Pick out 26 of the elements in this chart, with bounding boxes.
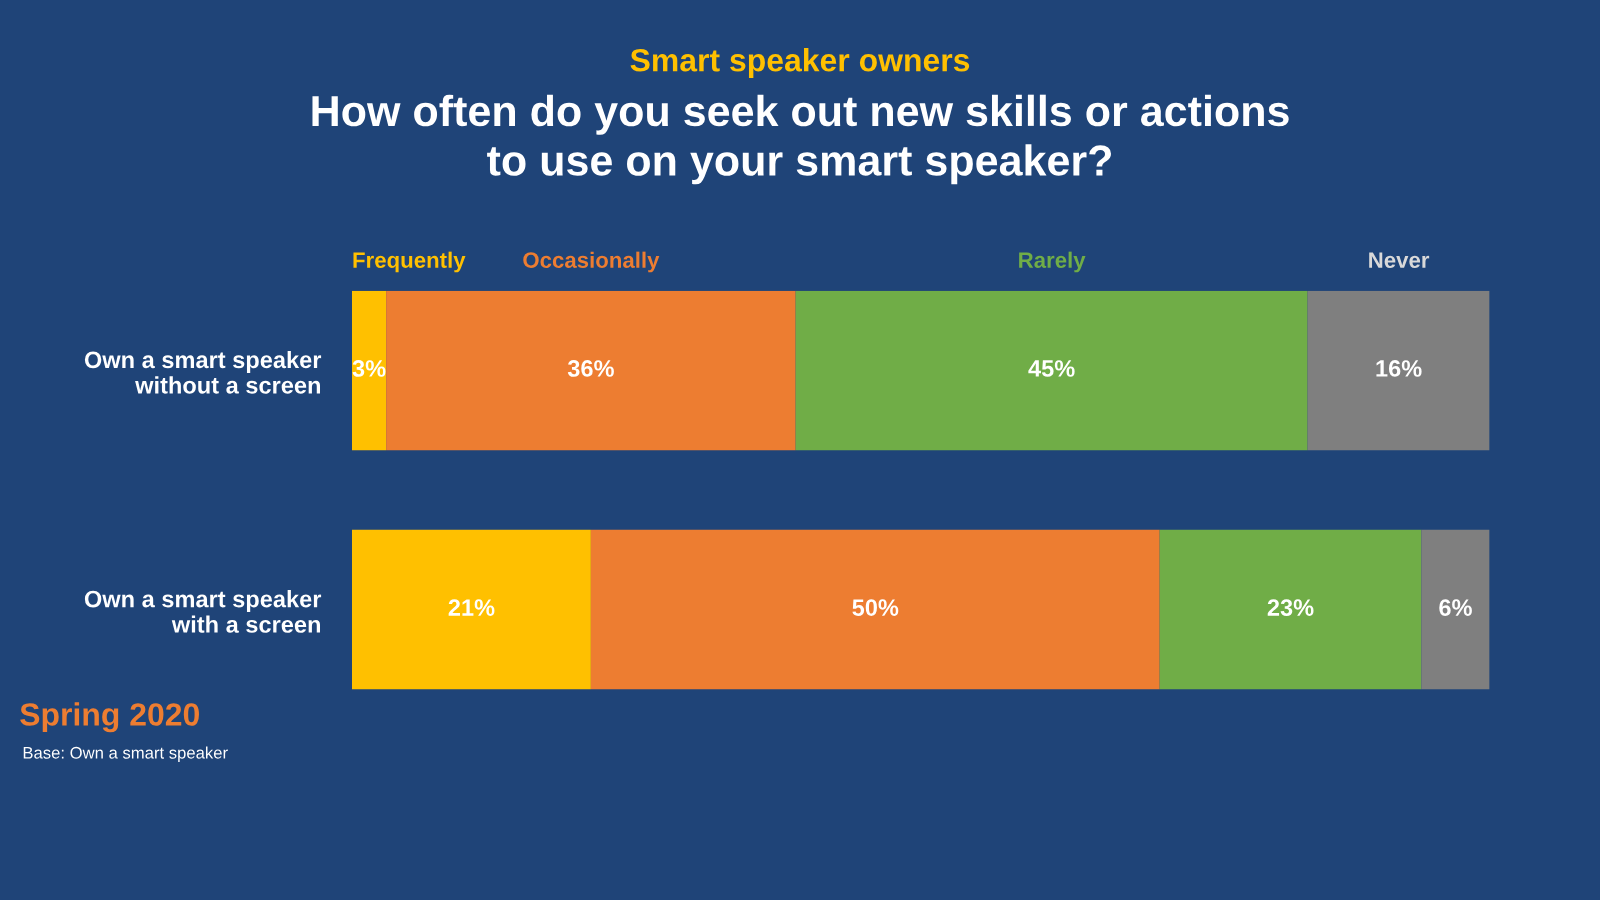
bar [1307,290,1490,451]
data-label: 16% [1376,360,1422,377]
data-label: 3% [352,360,386,377]
data-label: 21% [448,599,495,616]
bar [795,290,1308,451]
bar [1421,529,1490,690]
y-tick-label: Own a smart speaker with a screen [84,590,322,633]
data-label: 6% [1439,599,1472,616]
bar [590,529,1160,690]
text: Base: Own a smart speaker [23,746,228,762]
chart-title: How often do you seek out new skills or actions to use on your smart speaker? [312,94,1289,185]
series-label: Rarely [1019,251,1086,273]
chart-subtitle: Smart speaker owners [630,48,970,78]
data-label: 45% [1028,360,1075,377]
series-label: Frequently [353,251,466,273]
bar [386,290,796,451]
bar [352,290,387,451]
text: Spring 2020 [20,702,199,733]
series-label: Occasionally [523,251,660,273]
bar [1159,529,1422,690]
data-label: 50% [852,599,899,616]
bar [352,529,591,690]
series-label: Never [1369,252,1430,268]
data-label: 23% [1267,599,1314,617]
data-label: 36% [567,360,614,377]
y-tick-label: Own a smart speaker without a screen [84,350,322,394]
